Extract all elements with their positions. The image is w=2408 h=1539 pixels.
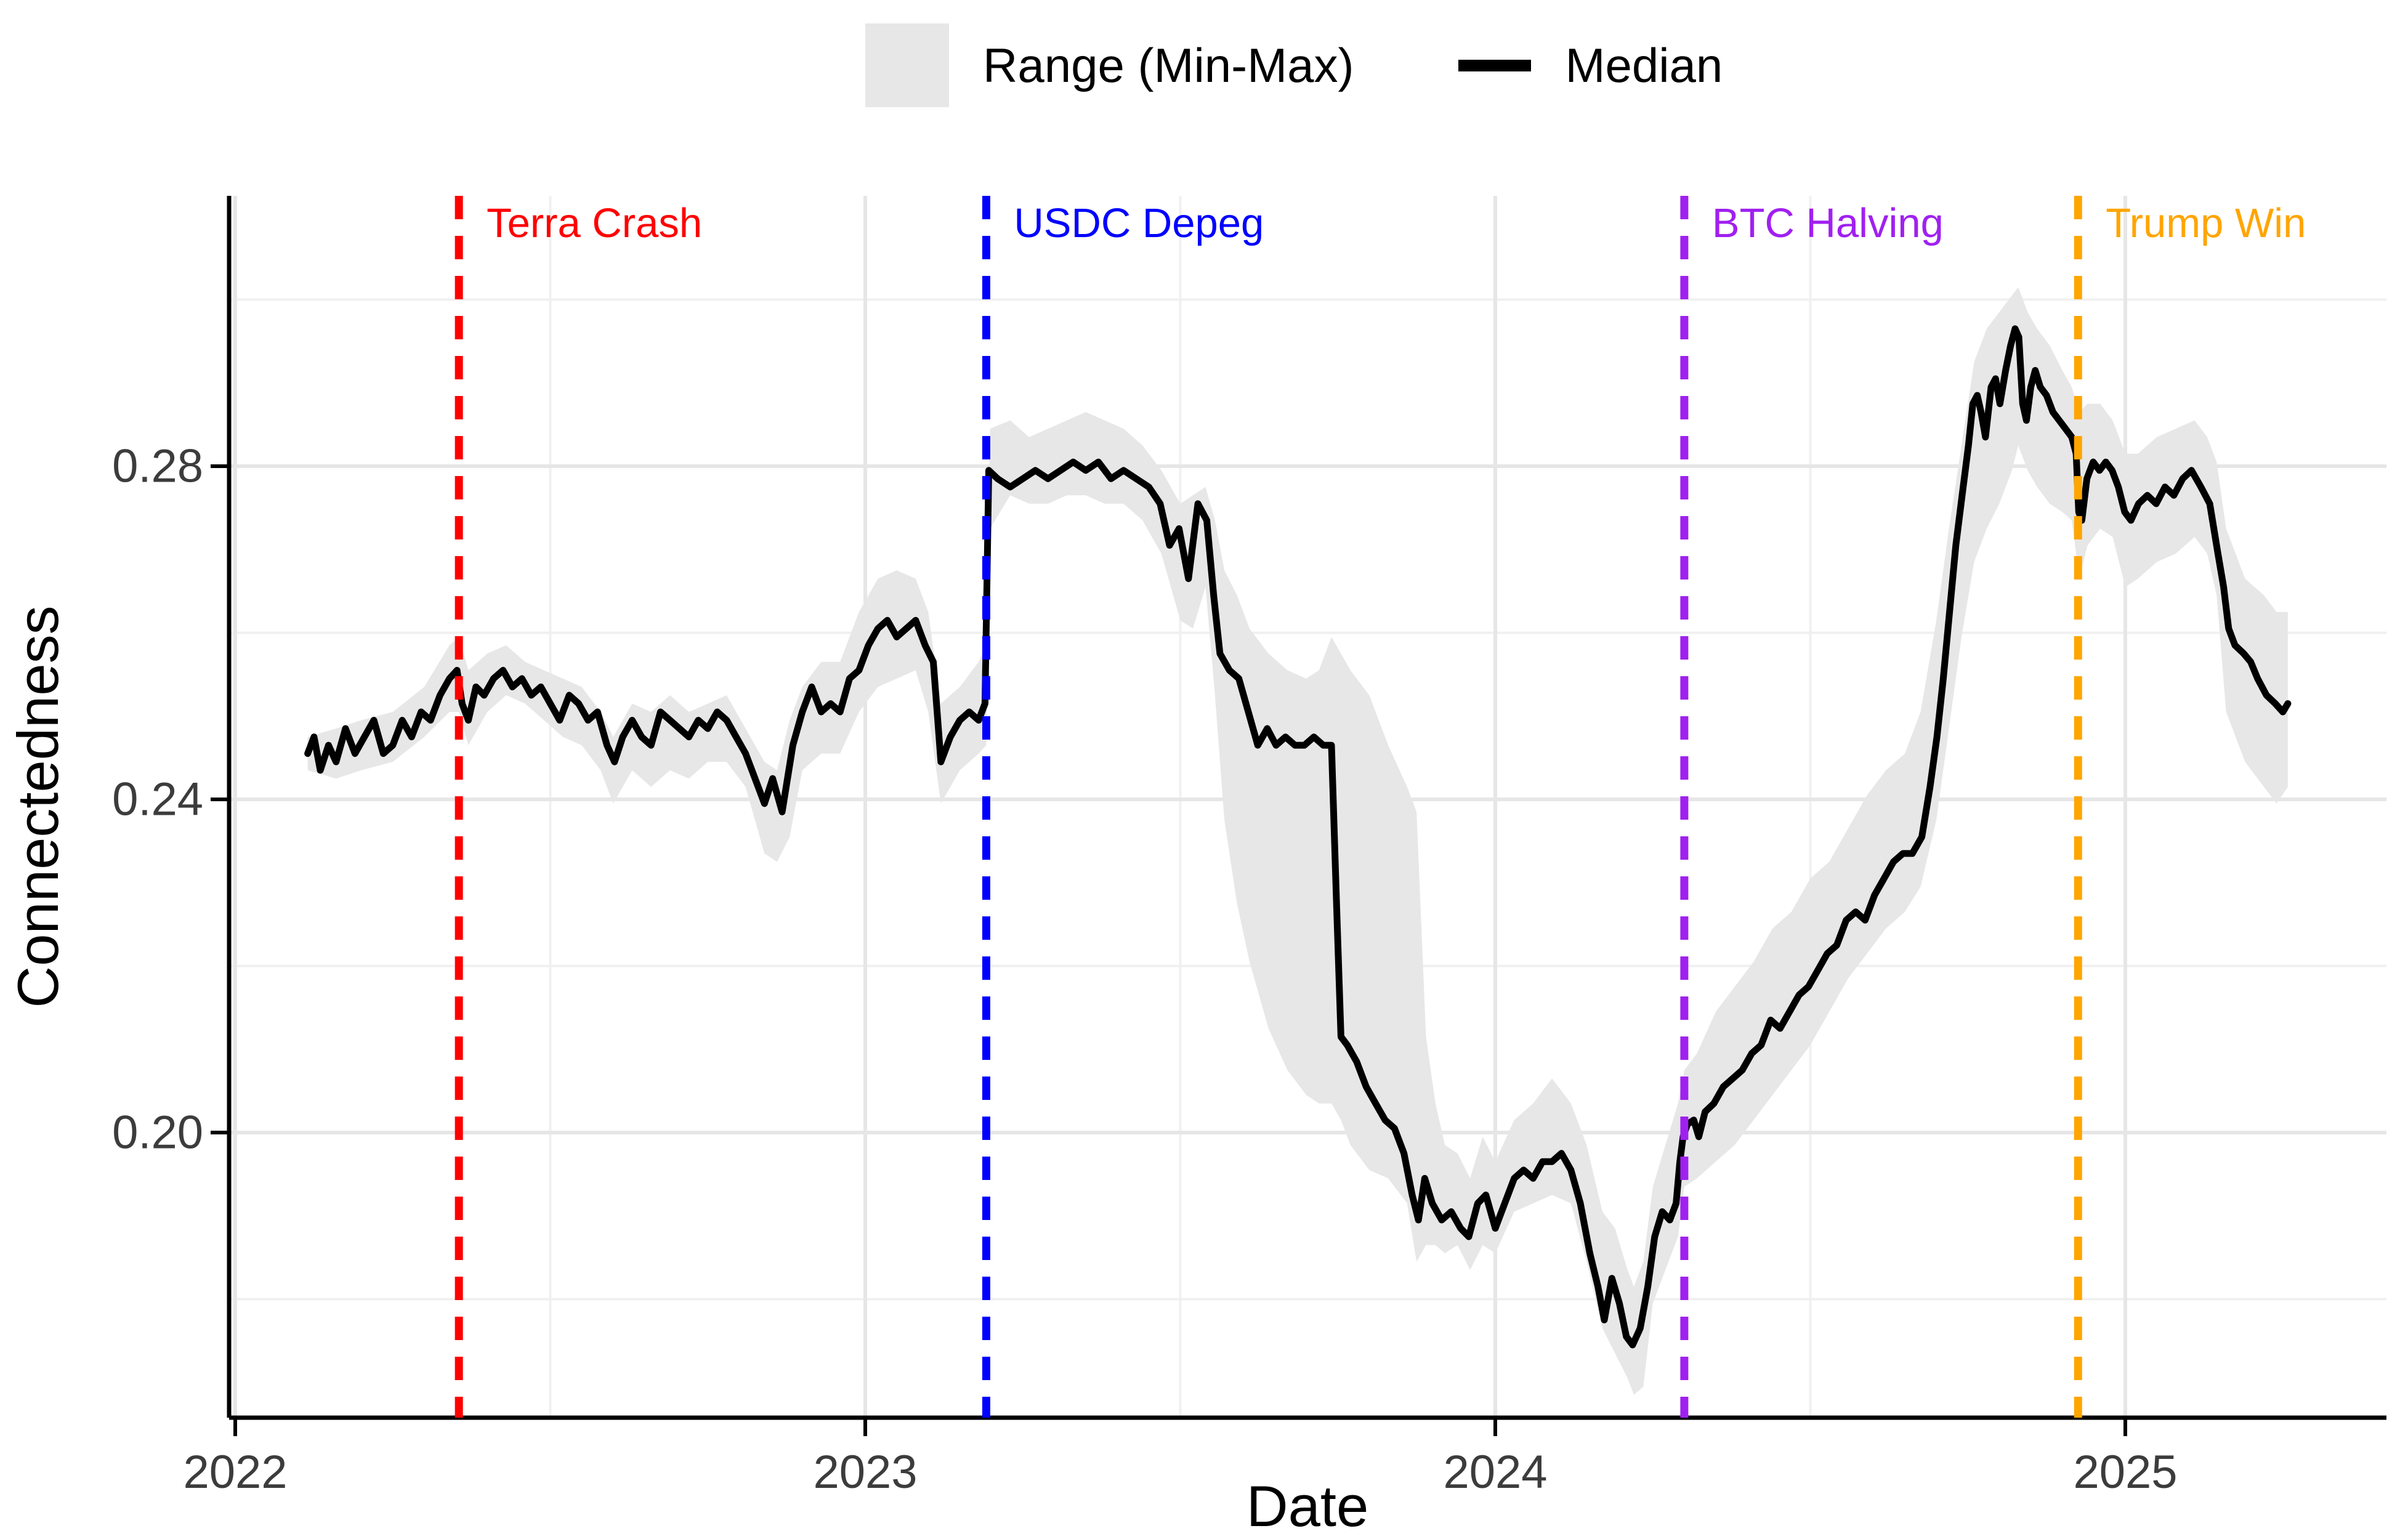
y-tick-label-0.20: 0.20 [112,1106,203,1159]
event-label-terra-crash: Terra Crash [487,200,703,246]
median-series-line [304,325,2292,1349]
event-label-btc-halving: BTC Halving [1711,200,1944,246]
x-tick-label-2022: 2022 [183,1446,288,1498]
legend-item-median: Median [1458,23,1723,107]
event-label-usdc-depeg: USDC Depeg [1014,200,1264,246]
x-tick-label-2025: 2025 [2073,1446,2178,1498]
y-tick-label-0.28: 0.28 [112,440,203,493]
legend-item-range: Range (Min-Max) [865,23,1354,107]
legend-label-range: Range (Min-Max) [983,38,1354,92]
median-line-icon [1458,59,1532,71]
range-band [307,287,2288,1396]
legend-label-median: Median [1565,38,1723,92]
y-tick-label-0.24: 0.24 [112,773,203,826]
x-tick-label-2023: 2023 [813,1446,918,1498]
x-axis-title: Date [1246,1474,1369,1538]
range-band-swatch-icon [865,23,949,107]
x-tick-label-2024: 2024 [1443,1446,1548,1498]
event-label-trump-win: Trump Win [2106,200,2306,246]
legend: Range (Min-Max) Median [865,23,1723,107]
